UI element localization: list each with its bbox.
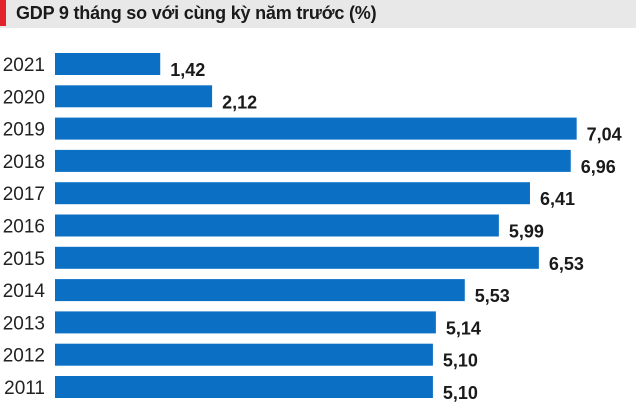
bar-2017 xyxy=(55,182,530,205)
bar-2018 xyxy=(55,149,571,172)
category-label: 2012 xyxy=(3,346,45,367)
bar-2016 xyxy=(55,214,499,237)
category-label: 2020 xyxy=(3,87,45,108)
category-label: 2017 xyxy=(3,184,45,205)
value-label: 5,10 xyxy=(443,383,478,403)
value-label: 6,96 xyxy=(581,157,616,177)
category-label: 2011 xyxy=(4,378,45,399)
value-label: 5,10 xyxy=(443,351,478,371)
category-label: 2014 xyxy=(3,281,46,302)
bar-2011 xyxy=(55,376,433,398)
category-label: 2021 xyxy=(3,55,45,76)
category-label: 2016 xyxy=(3,217,45,238)
value-label: 5,14 xyxy=(446,318,481,338)
bar-2014 xyxy=(55,279,465,302)
bar-2021 xyxy=(55,53,161,75)
value-label: 7,04 xyxy=(587,125,622,145)
category-label: 2015 xyxy=(3,249,45,270)
value-label: 5,99 xyxy=(509,222,544,242)
bar-2020 xyxy=(55,85,213,108)
title-accent xyxy=(0,0,6,26)
bar-2012 xyxy=(55,343,433,366)
bar-2013 xyxy=(55,311,436,334)
value-label: 5,53 xyxy=(475,286,510,306)
category-label: 2018 xyxy=(3,152,45,173)
bar-2019 xyxy=(55,117,577,140)
value-label: 2,12 xyxy=(222,92,257,112)
value-label: 6,41 xyxy=(540,189,575,209)
bar-2015 xyxy=(55,246,539,269)
category-label: 2013 xyxy=(3,313,45,334)
value-label: 6,53 xyxy=(549,254,584,274)
title-bar: GDP 9 tháng so với cùng kỳ năm trước (%) xyxy=(0,0,636,28)
chart-title: GDP 9 tháng so với cùng kỳ năm trước (%) xyxy=(16,3,377,23)
category-label: 2019 xyxy=(3,120,45,141)
value-label: 1,42 xyxy=(170,60,205,80)
